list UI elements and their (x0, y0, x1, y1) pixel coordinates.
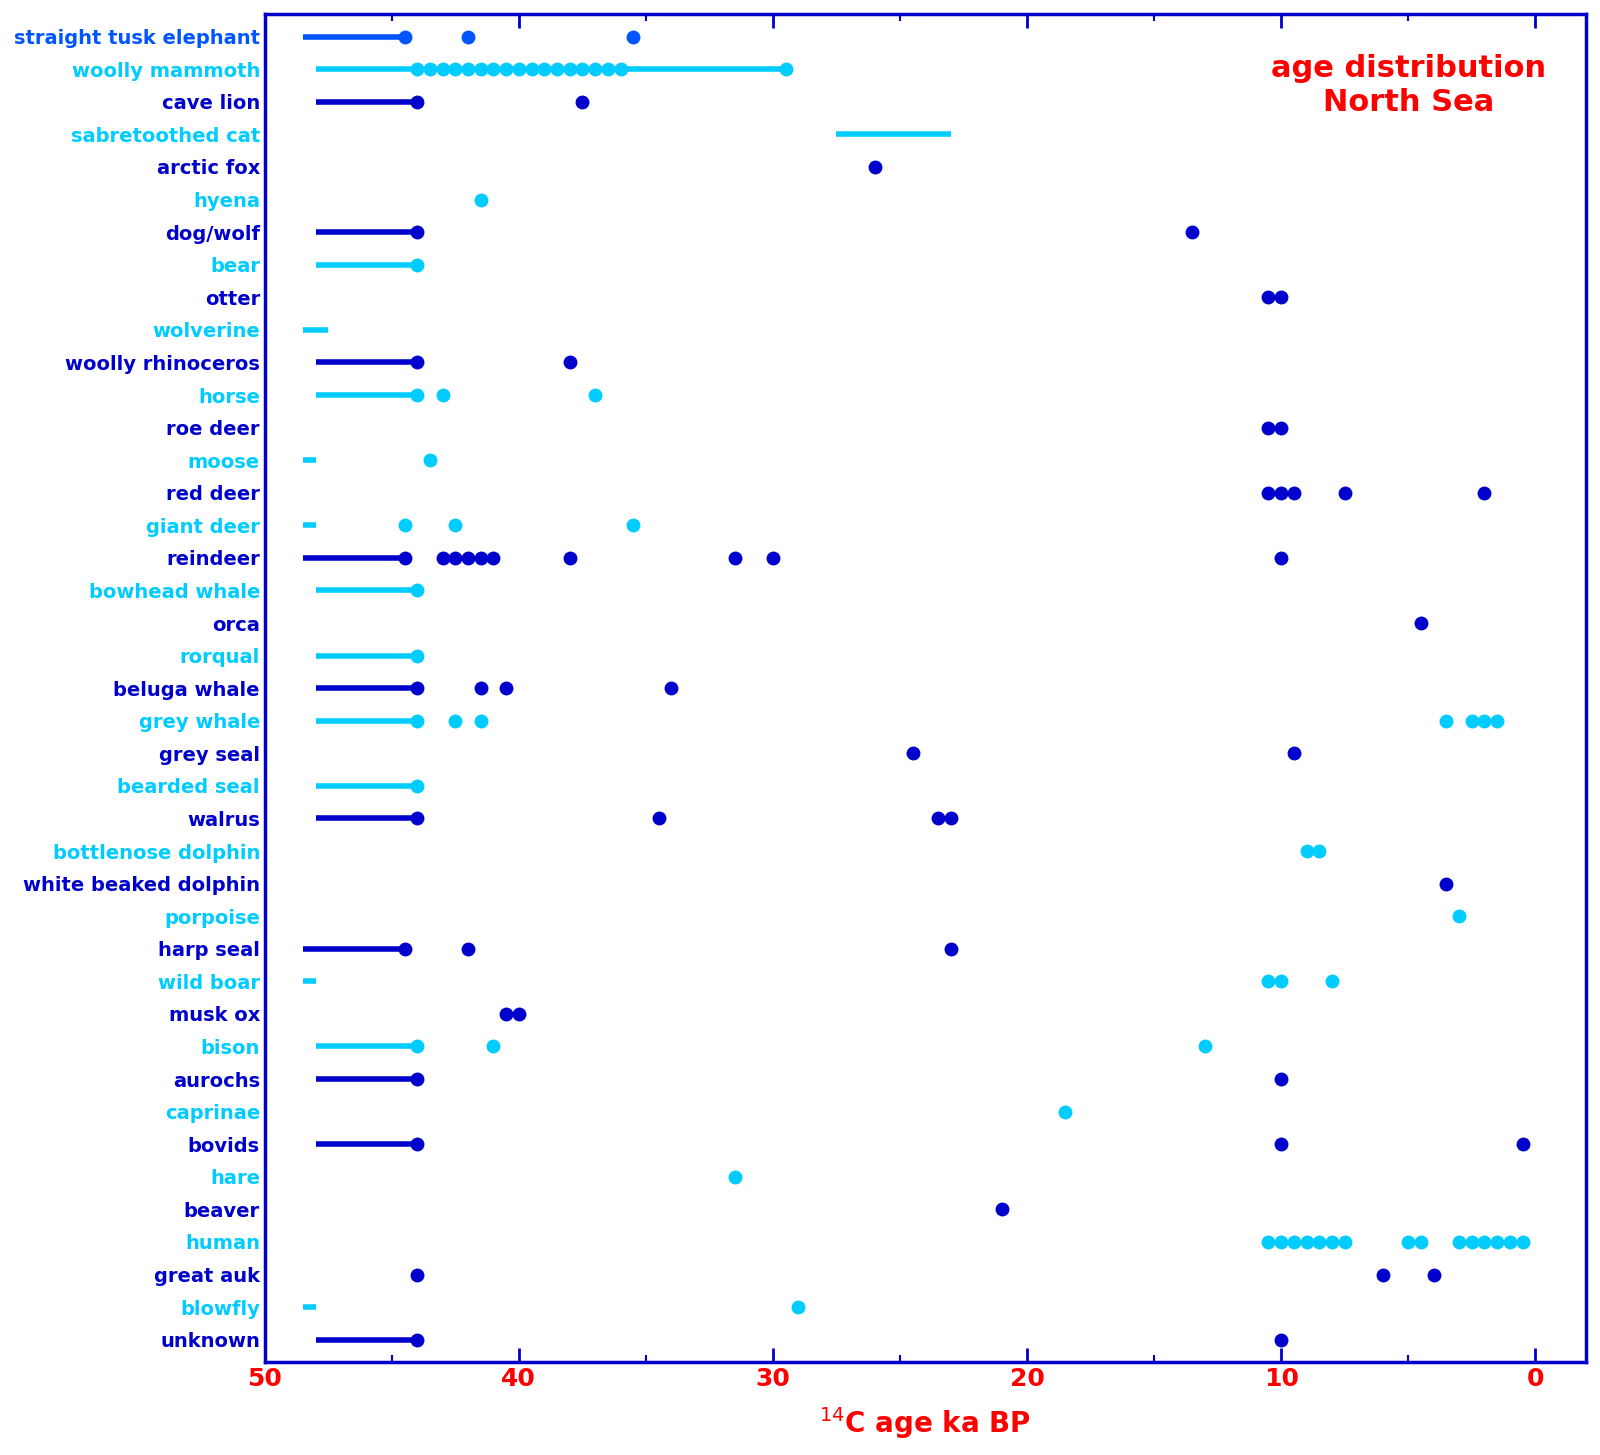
X-axis label: $^{14}$C age ka BP: $^{14}$C age ka BP (819, 1406, 1032, 1440)
Text: age distribution
North Sea: age distribution North Sea (1272, 54, 1547, 116)
